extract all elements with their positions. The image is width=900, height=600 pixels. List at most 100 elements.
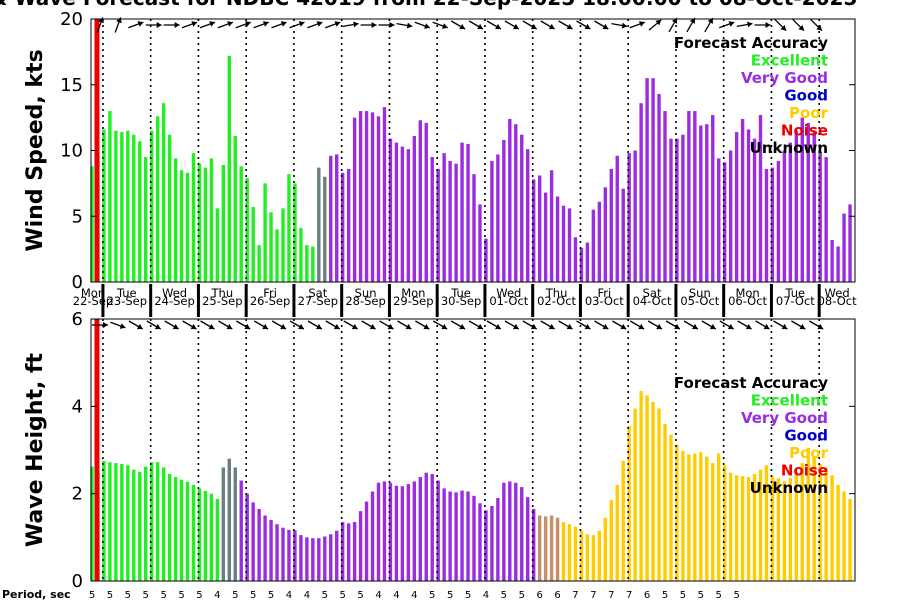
wave-legend-entry: Noise	[781, 462, 828, 480]
wind-bar	[615, 155, 619, 282]
wind-bar	[573, 237, 578, 282]
wind-bar	[90, 166, 94, 282]
wind-direction-arrow	[96, 17, 104, 33]
day-axis-dow-label: Mon	[735, 286, 759, 300]
period-value: 5	[143, 590, 149, 600]
wave-bar	[430, 474, 434, 581]
wave-bar	[281, 527, 285, 581]
period-value: 4	[214, 590, 220, 600]
wave-bar	[335, 530, 339, 581]
wave-bar	[233, 467, 237, 581]
wind-bar	[472, 174, 476, 282]
wave-bar	[442, 488, 446, 581]
wind-bar	[245, 178, 249, 282]
wind-bar	[693, 111, 697, 282]
wave-bar	[496, 498, 500, 581]
day-axis-dow-label: Fri	[597, 286, 611, 300]
wind-direction-arrow	[360, 22, 377, 28]
wave-bar	[776, 478, 781, 581]
period-value: 5	[340, 590, 346, 600]
day-axis-date-label: 27-Sep	[298, 294, 338, 308]
wind-bar	[603, 187, 608, 282]
wind-direction-arrow	[629, 21, 645, 29]
wind-bar	[108, 111, 112, 282]
wind-bar	[746, 129, 751, 282]
wind-bar	[848, 204, 852, 282]
wind-bar	[376, 116, 381, 282]
day-axis-dow-label: Thu	[545, 286, 568, 300]
period-value: 5	[733, 590, 739, 600]
period-value: 5	[160, 590, 166, 600]
period-value: 5	[429, 590, 435, 600]
wave-bar	[114, 463, 118, 581]
day-axis-dow-label: Tue	[450, 286, 471, 300]
period-value: 5	[89, 590, 95, 600]
day-axis-date-label: 25-Sep	[202, 294, 242, 308]
wind-bar	[597, 201, 602, 282]
period-value: 5	[178, 590, 184, 600]
wave-direction-arrow	[146, 320, 161, 330]
wind-bar	[448, 161, 452, 282]
wind-bar	[675, 138, 679, 282]
wind-bar	[120, 132, 124, 282]
day-axis-separator	[340, 284, 344, 317]
wind-bar	[561, 205, 566, 282]
wave-bar	[561, 522, 566, 581]
day-axis-dow-label: Thu	[211, 286, 234, 300]
wave-bar	[663, 423, 667, 581]
wave-bar	[364, 501, 369, 581]
chart-title: & Wave Forecast for NDBC 42019 from 22-S…	[0, 0, 857, 10]
wave-direction-arrow	[218, 320, 233, 330]
day-axis-date-label: 02-Oct	[537, 294, 576, 308]
wave-bar	[90, 466, 94, 581]
wind-bar	[287, 174, 291, 282]
wind-ytick-label: 0	[72, 272, 83, 293]
wind-bar	[567, 208, 572, 282]
wave-bar	[388, 482, 393, 581]
period-value: 5	[680, 590, 686, 600]
period-value: 5	[716, 590, 722, 600]
day-axis-separator	[292, 284, 296, 317]
day-axis-date-label: 28-Sep	[345, 294, 385, 308]
wave-bar	[490, 505, 494, 581]
wind-bar	[346, 168, 351, 282]
wave-bar	[711, 463, 715, 581]
wave-bar	[788, 478, 793, 581]
wave-direction-arrow	[504, 320, 520, 330]
wind-bar	[806, 122, 810, 282]
wave-bar	[376, 482, 381, 581]
wind-direction-arrow	[114, 17, 122, 33]
wind-bar	[728, 150, 733, 282]
wave-bar	[818, 463, 822, 581]
wave-direction-arrow	[379, 320, 394, 330]
wave-bar	[603, 517, 608, 581]
day-axis-date-label: 04-Oct	[633, 294, 672, 308]
wave-bar	[102, 460, 106, 581]
wind-bar	[293, 183, 297, 282]
wind-bar	[526, 149, 530, 282]
wind-ytick-label: 10	[60, 141, 83, 162]
wave-bar	[138, 471, 142, 581]
wind-bar	[508, 118, 512, 282]
period-value: 7	[590, 590, 596, 600]
wave-bar	[352, 522, 357, 581]
wind-bar	[502, 139, 506, 282]
wave-bar	[209, 493, 214, 581]
wind-bar	[639, 103, 643, 282]
wind-bar	[651, 78, 655, 282]
wind-bar	[687, 111, 691, 282]
wave-direction-arrow	[415, 320, 430, 330]
wave-bar	[508, 481, 512, 581]
wave-bar	[537, 515, 542, 581]
wave-bar	[717, 453, 721, 581]
wind-bar	[263, 183, 267, 282]
wave-bar	[573, 526, 578, 581]
wind-bar	[531, 179, 536, 282]
wave-bar	[681, 450, 685, 581]
wave-bar	[555, 517, 560, 581]
wave-bar	[257, 508, 261, 581]
wind-bar	[161, 103, 166, 282]
wave-direction-arrow	[361, 320, 376, 330]
wind-ytick-label: 5	[72, 206, 83, 227]
